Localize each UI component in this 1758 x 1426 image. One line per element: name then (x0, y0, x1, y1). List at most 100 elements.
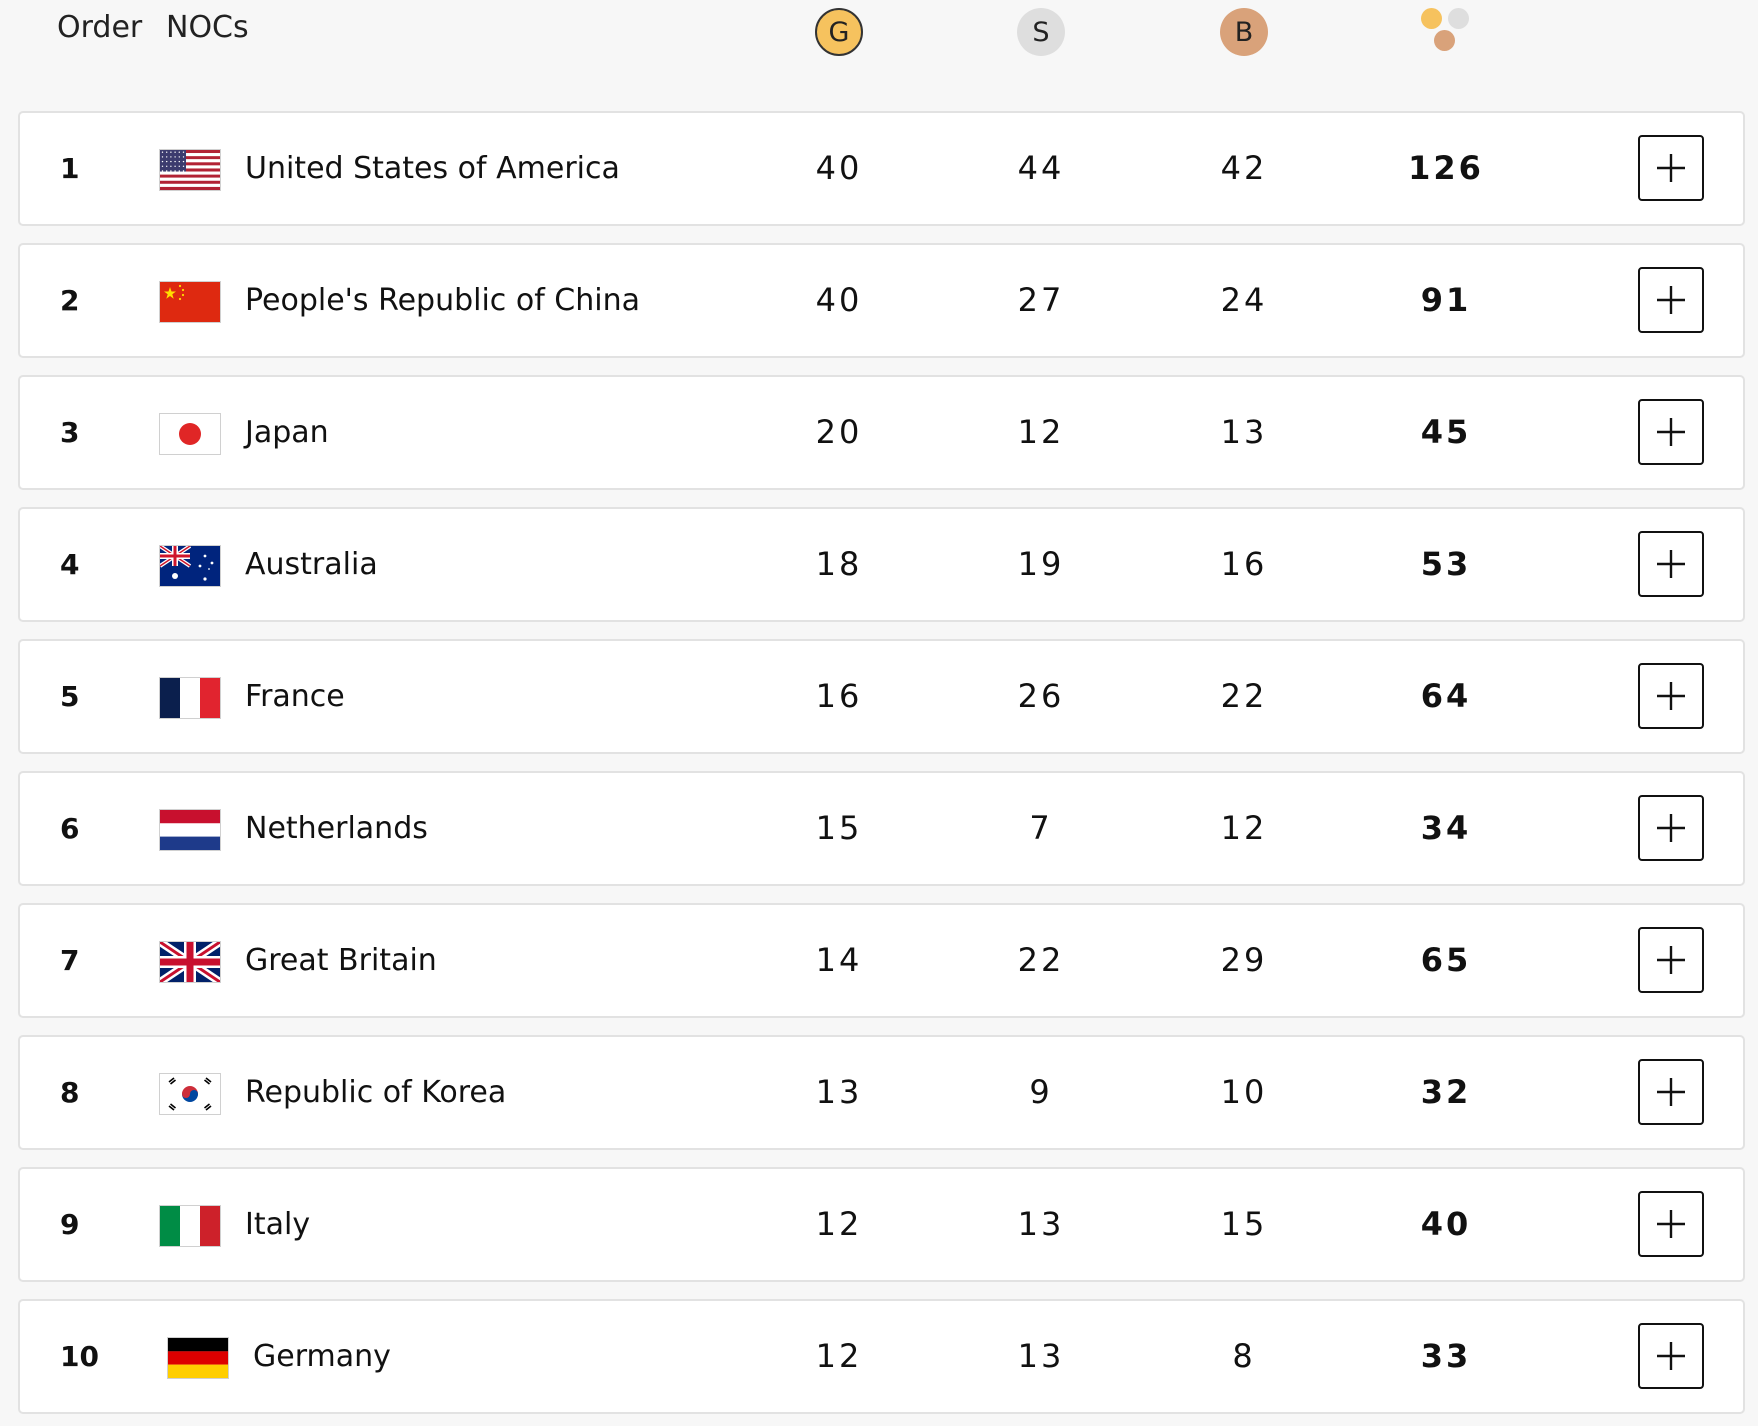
total-count: 53 (1420, 545, 1472, 583)
expand-row-button[interactable] (1638, 927, 1704, 993)
total-silver-dot (1448, 8, 1469, 29)
flag-china-icon (159, 281, 221, 323)
silver-count: 13 (1017, 1337, 1065, 1375)
country-name[interactable]: United States of America (245, 151, 620, 186)
total-count: 40 (1420, 1205, 1472, 1243)
country-name[interactable]: Italy (245, 1207, 311, 1242)
bronze-count: 10 (1220, 1073, 1268, 1111)
table-row[interactable]: 1 United States of America 40 44 42 126 (18, 111, 1745, 226)
country-name[interactable]: France (245, 679, 345, 714)
flag-usa-icon (159, 149, 221, 191)
plus-icon (1657, 946, 1685, 974)
bronze-count: 29 (1220, 941, 1268, 979)
rank-number: 4 (60, 548, 80, 581)
rank-number: 3 (60, 416, 80, 449)
gold-count: 14 (815, 941, 863, 979)
total-count: 45 (1420, 413, 1472, 451)
silver-count: 19 (1017, 545, 1065, 583)
plus-icon (1657, 418, 1685, 446)
total-count: 126 (1408, 149, 1484, 187)
gold-count: 13 (815, 1073, 863, 1111)
table-row[interactable]: 4 Australia 18 19 16 53 (18, 507, 1745, 622)
flag-italy-icon (159, 1205, 221, 1247)
gold-count: 15 (815, 809, 863, 847)
country-name[interactable]: Australia (245, 547, 378, 582)
expand-row-button[interactable] (1638, 531, 1704, 597)
total-count: 64 (1420, 677, 1472, 715)
rank-number: 2 (60, 284, 80, 317)
gold-count: 40 (815, 149, 863, 187)
expand-row-button[interactable] (1638, 399, 1704, 465)
bronze-count: 42 (1220, 149, 1268, 187)
rank-number: 6 (60, 812, 80, 845)
table-row[interactable]: 3 Japan 20 12 13 45 (18, 375, 1745, 490)
silver-count: 26 (1017, 677, 1065, 715)
total-count: 91 (1420, 281, 1472, 319)
total-count: 33 (1420, 1337, 1472, 1375)
expand-row-button[interactable] (1638, 1323, 1704, 1389)
table-row[interactable]: 10 Germany 12 13 8 33 (18, 1299, 1745, 1414)
table-row[interactable]: 8 Republic of Korea 13 9 10 32 (18, 1035, 1745, 1150)
plus-icon (1657, 682, 1685, 710)
table-row[interactable]: 9 Italy 12 13 15 40 (18, 1167, 1745, 1282)
gold-count: 12 (815, 1205, 863, 1243)
flag-australia-icon (159, 545, 221, 587)
rank-number: 10 (60, 1340, 99, 1373)
country-name[interactable]: Germany (253, 1339, 391, 1374)
total-gold-dot (1421, 8, 1442, 29)
table-row[interactable]: 7 Great Britain 14 22 29 65 (18, 903, 1745, 1018)
plus-icon (1657, 1342, 1685, 1370)
expand-row-button[interactable] (1638, 135, 1704, 201)
silver-count: 27 (1017, 281, 1065, 319)
expand-row-button[interactable] (1638, 663, 1704, 729)
bronze-count: 24 (1220, 281, 1268, 319)
table-row[interactable]: 2 People's Republic of China 40 27 24 91 (18, 243, 1745, 358)
rank-number: 8 (60, 1076, 80, 1109)
expand-row-button[interactable] (1638, 1191, 1704, 1257)
rank-number: 9 (60, 1208, 80, 1241)
medals-total-icon[interactable] (1421, 8, 1473, 56)
country-name[interactable]: Great Britain (245, 943, 437, 978)
rank-number: 1 (60, 152, 80, 185)
table-row[interactable]: 5 France 16 26 22 64 (18, 639, 1745, 754)
gold-medal-icon[interactable]: G (815, 8, 863, 56)
flag-france-icon (159, 677, 221, 719)
plus-icon (1657, 286, 1685, 314)
silver-medal-icon[interactable]: S (1017, 8, 1065, 56)
rank-number: 7 (60, 944, 80, 977)
total-bronze-dot (1434, 30, 1455, 51)
medal-table-rows: 1 United States of America 40 44 42 126 2 Peopl… (18, 111, 1745, 1426)
plus-icon (1657, 154, 1685, 182)
gold-count: 18 (815, 545, 863, 583)
total-count: 65 (1420, 941, 1472, 979)
bronze-count: 12 (1220, 809, 1268, 847)
bronze-count: 22 (1220, 677, 1268, 715)
country-name[interactable]: Netherlands (245, 811, 428, 846)
expand-row-button[interactable] (1638, 267, 1704, 333)
nocs-column-header[interactable]: NOCs (166, 10, 249, 45)
table-row[interactable]: 6 Netherlands 15 7 12 34 (18, 771, 1745, 886)
plus-icon (1657, 550, 1685, 578)
total-count: 32 (1420, 1073, 1472, 1111)
flag-great-britain-icon (159, 941, 221, 983)
silver-count: 44 (1017, 149, 1065, 187)
silver-count: 13 (1017, 1205, 1065, 1243)
flag-japan-icon (159, 413, 221, 455)
total-count: 34 (1420, 809, 1472, 847)
silver-count: 9 (1029, 1073, 1053, 1111)
gold-count: 20 (815, 413, 863, 451)
country-name[interactable]: Japan (245, 415, 329, 450)
gold-count: 16 (815, 677, 863, 715)
expand-row-button[interactable] (1638, 1059, 1704, 1125)
country-name[interactable]: People's Republic of China (245, 283, 640, 318)
plus-icon (1657, 814, 1685, 842)
gold-count: 40 (815, 281, 863, 319)
country-name[interactable]: Republic of Korea (245, 1075, 507, 1110)
rank-number: 5 (60, 680, 80, 713)
bronze-medal-icon[interactable]: B (1220, 8, 1268, 56)
expand-row-button[interactable] (1638, 795, 1704, 861)
silver-count: 7 (1029, 809, 1053, 847)
order-column-header[interactable]: Order (57, 10, 143, 45)
silver-count: 22 (1017, 941, 1065, 979)
